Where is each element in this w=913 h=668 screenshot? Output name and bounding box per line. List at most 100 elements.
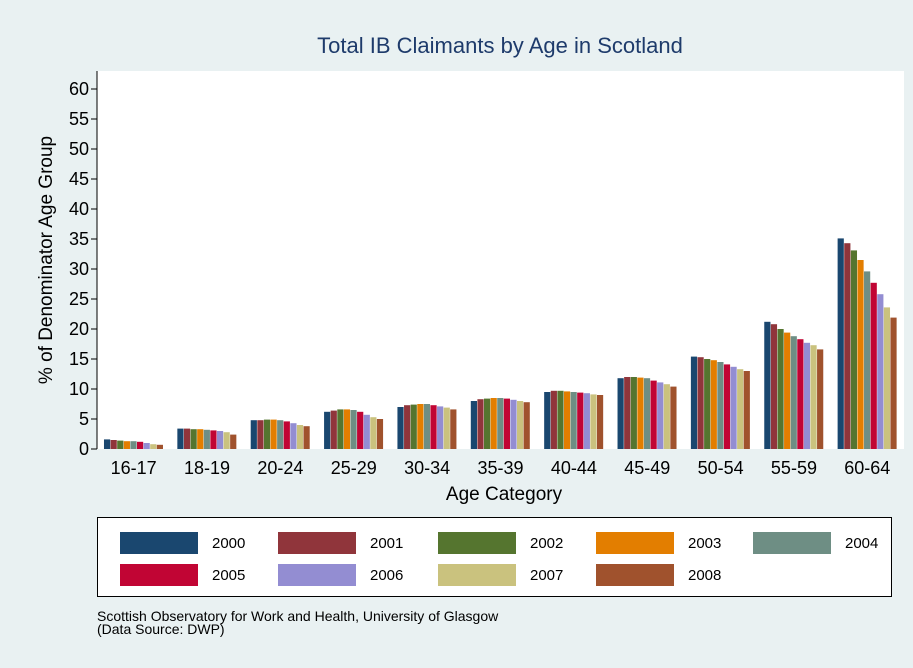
bars: [103, 238, 897, 449]
y-tick-label: 25: [69, 289, 89, 309]
bar-50-54-2006: [730, 366, 737, 449]
bar-16-17-2007: [150, 444, 157, 449]
legend-label: 2001: [370, 535, 404, 552]
bar-30-34-2003: [417, 404, 424, 449]
bar-50-54-2003: [710, 360, 717, 449]
bar-18-19-2000: [177, 428, 184, 449]
bar-55-59-2005: [797, 339, 804, 449]
legend-label: 2003: [688, 535, 722, 552]
legend-swatch: [120, 532, 198, 554]
bar-20-24-2006: [290, 423, 297, 449]
bar-45-49-2006: [657, 382, 664, 449]
bar-55-59-2002: [777, 329, 784, 449]
chart-svg: Total IB Claimants by Age in Scotland % …: [36, 33, 904, 505]
bar-20-24-2004: [277, 420, 284, 449]
bar-20-24-2000: [250, 420, 257, 449]
bar-16-17-2003: [123, 441, 130, 449]
bar-16-17-2004: [130, 441, 137, 449]
legend-swatch: [278, 564, 356, 586]
x-tick-label: 50-54: [698, 458, 744, 478]
bar-60-64-2002: [850, 250, 858, 449]
x-tick-label: 20-24: [257, 458, 303, 478]
bar-18-19-2002: [190, 429, 197, 449]
bar-50-54-2004: [717, 362, 724, 449]
x-tick-label: 30-34: [404, 458, 450, 478]
bar-50-54-2005: [723, 364, 731, 449]
x-tick-label: 40-44: [551, 458, 597, 478]
legend-swatch: [438, 532, 516, 554]
x-tick-label: 55-59: [771, 458, 817, 478]
bar-25-29-2000: [324, 411, 331, 449]
legend-swatch: [438, 564, 516, 586]
legend-swatch: [596, 564, 674, 586]
legend-label: 2007: [530, 567, 564, 584]
bar-20-24-2003: [270, 419, 277, 449]
bar-40-44-2003: [563, 391, 571, 449]
bar-45-49-2000: [617, 378, 624, 449]
bar-35-39-2003: [490, 398, 497, 449]
bar-20-24-2005: [283, 421, 290, 449]
bar-16-17-2006: [143, 443, 150, 449]
bar-55-59-2003: [784, 332, 791, 449]
bar-25-29-2002: [337, 409, 344, 449]
bar-60-64-2003: [857, 260, 864, 449]
legend-swatch: [278, 532, 356, 554]
bar-50-54-2007: [737, 369, 744, 449]
bar-35-39-2000: [470, 401, 477, 449]
bar-18-19-2007: [223, 432, 230, 449]
bar-60-64-2000: [837, 238, 844, 449]
bar-18-19-2003: [197, 429, 204, 449]
y-tick-label: 45: [69, 169, 89, 189]
bar-45-49-2008: [670, 386, 677, 449]
bar-60-64-2008: [890, 317, 897, 449]
x-tick-label: 18-19: [184, 458, 230, 478]
bar-18-19-2005: [210, 430, 217, 449]
bar-60-64-2005: [870, 282, 877, 449]
bar-20-24-2008: [303, 426, 310, 449]
bar-40-44-2004: [570, 392, 577, 449]
bar-25-29-2004: [350, 410, 357, 449]
bar-60-64-2007: [883, 307, 891, 449]
bar-55-59-2007: [810, 345, 817, 449]
bar-40-44-2006: [583, 393, 590, 449]
y-tick-label: 10: [69, 379, 89, 399]
bar-16-17-2000: [103, 439, 111, 449]
legend-label: 2005: [212, 567, 246, 584]
y-tick-label: 35: [69, 229, 89, 249]
bar-45-49-2002: [630, 377, 637, 449]
y-tick-label: 20: [69, 319, 89, 339]
bar-25-29-2003: [343, 409, 351, 449]
x-tick-label: 60-64: [844, 458, 890, 478]
bar-18-19-2004: [203, 429, 210, 449]
bar-35-39-2004: [497, 398, 504, 449]
bar-16-17-2008: [156, 444, 163, 449]
bar-35-39-2008: [523, 402, 530, 449]
source-note: Scottish Observatory for Work and Health…: [97, 608, 499, 636]
bar-60-64-2001: [844, 243, 851, 449]
bar-18-19-2006: [216, 431, 224, 449]
bar-35-39-2006: [510, 399, 517, 449]
bar-45-49-2003: [637, 377, 644, 449]
bar-25-29-2005: [357, 411, 364, 449]
bar-35-39-2002: [484, 398, 491, 449]
legend-swatch: [596, 532, 674, 554]
source-line-1: Scottish Observatory for Work and Health…: [97, 608, 499, 624]
bar-35-39-2007: [517, 401, 524, 449]
x-tick-label: 25-29: [331, 458, 377, 478]
legend-label: 2000: [212, 535, 246, 552]
bar-55-59-2006: [803, 342, 811, 449]
bar-40-44-2007: [590, 394, 597, 449]
bar-50-54-2002: [704, 359, 711, 449]
bar-55-59-2004: [790, 336, 797, 449]
legend-label: 2004: [845, 535, 879, 552]
bar-50-54-2008: [743, 371, 750, 449]
bar-30-34-2008: [450, 409, 457, 449]
bar-18-19-2008: [230, 434, 237, 449]
bar-25-29-2001: [330, 410, 337, 449]
bar-16-17-2002: [117, 440, 124, 449]
y-tick-label: 60: [69, 79, 89, 99]
bar-40-44-2002: [557, 390, 564, 449]
bar-20-24-2002: [263, 419, 271, 449]
bar-40-44-2001: [550, 390, 557, 449]
